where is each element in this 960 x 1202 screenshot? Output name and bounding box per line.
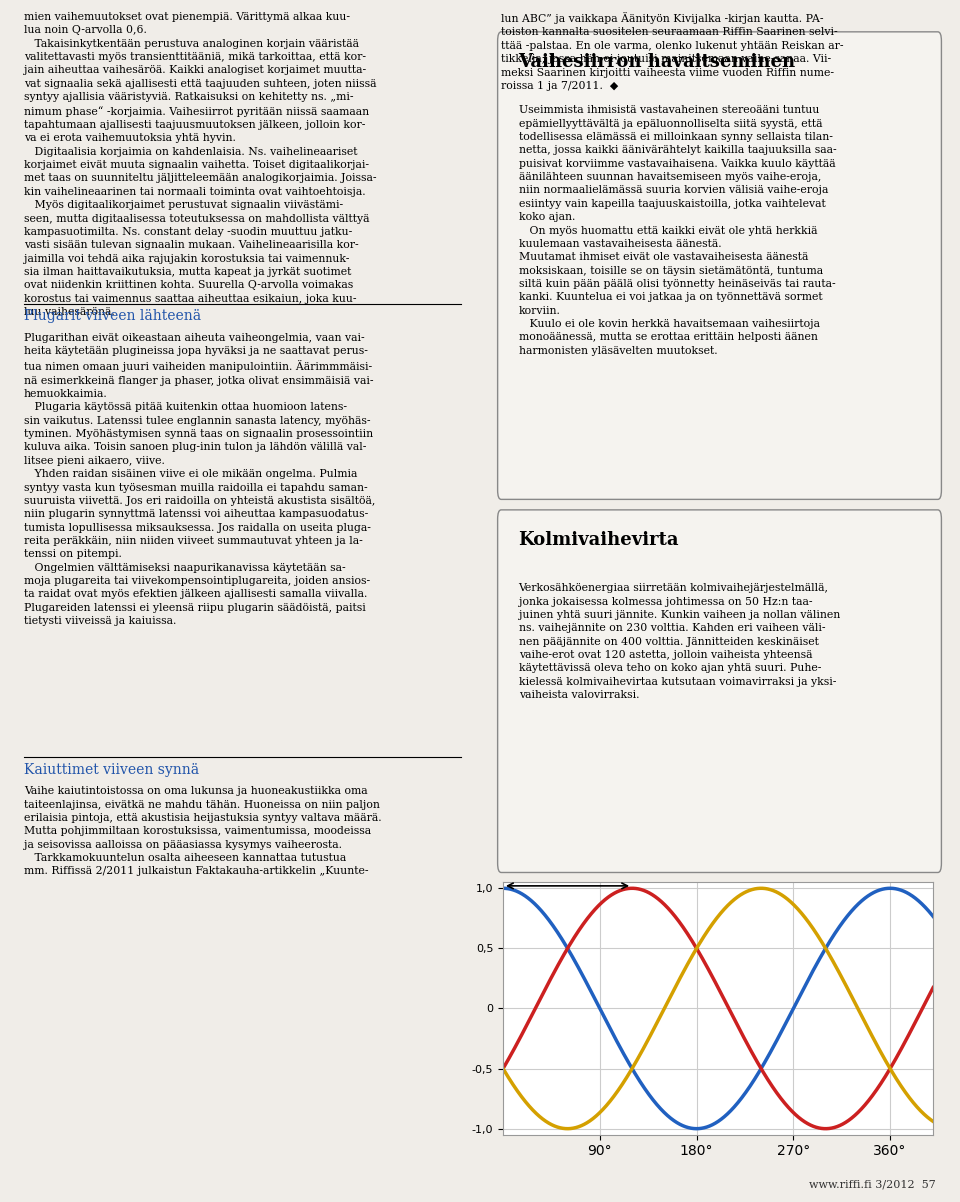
- Text: www.riffi.fi 3/2012  57: www.riffi.fi 3/2012 57: [809, 1180, 936, 1190]
- Text: Plugarit viiveen lähteenä: Plugarit viiveen lähteenä: [24, 309, 202, 323]
- Text: Kaiuttimet viiveen synnä: Kaiuttimet viiveen synnä: [24, 763, 199, 776]
- Text: mien vaihemuutokset ovat pienempiä. Värittymä alkaa kuu-
lua noin Q-arvolla 0,6.: mien vaihemuutokset ovat pienempiä. Väri…: [24, 12, 376, 317]
- Text: Useimmista ihmisistä vastavaheinen stereoääni tuntuu
epämiellyyttävältä ja epälu: Useimmista ihmisistä vastavaheinen stere…: [518, 106, 836, 356]
- Text: Vaihe kaiutintoistossa on oma lukunsa ja huoneakustiikka oma
taiteenlajinsa, eiv: Vaihe kaiutintoistossa on oma lukunsa ja…: [24, 786, 382, 876]
- Text: Plugarithan eivät oikeastaan aiheuta vaiheongelmia, vaan vai-
heita käytetään pl: Plugarithan eivät oikeastaan aiheuta vai…: [24, 333, 375, 626]
- Text: Vaihesiirron havaitseminen: Vaihesiirron havaitseminen: [518, 53, 796, 71]
- Text: lun ABC” ja vaikkapa Äänityön Kivijalka -kirjan kautta. PA-
toiston kannalta suo: lun ABC” ja vaikkapa Äänityön Kivijalka …: [501, 12, 844, 91]
- Text: Kolmivaihevirta: Kolmivaihevirta: [518, 531, 679, 549]
- Text: 120°: 120°: [551, 859, 585, 874]
- FancyBboxPatch shape: [497, 31, 942, 499]
- Text: Verkosähköenergiaa siirretään kolmivaihejärjestelmällä,
jonka jokaisessa kolmess: Verkosähköenergiaa siirretään kolmivaihe…: [518, 583, 840, 701]
- FancyBboxPatch shape: [497, 510, 942, 873]
